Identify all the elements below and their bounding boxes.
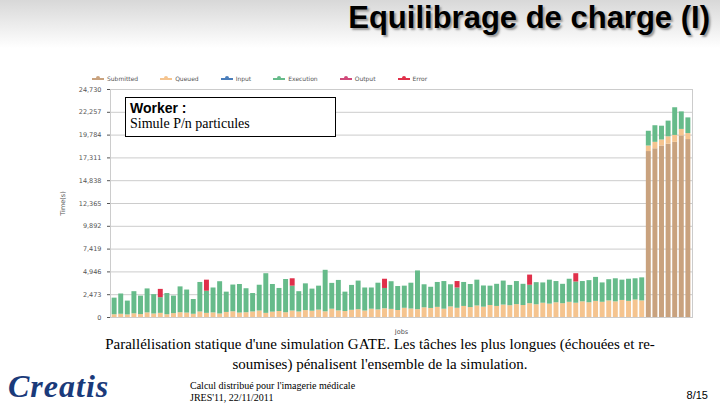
html-text:Parallélisation statique d'une: Parallélisation statique d'une simulatio… <box>105 336 655 372</box>
html-text:Input: Input <box>235 75 252 82</box>
html-text:Simule P/n particules: Simule P/n particules <box>130 116 250 131</box>
html-text:Calcul distribué pour l'imager: Calcul distribué pour l'imagerie médical… <box>190 380 356 391</box>
html-text:Submitted: Submitted <box>107 75 139 82</box>
svg-text:4,946: 4,946 <box>83 268 102 276</box>
svg-text:2,473: 2,473 <box>83 291 102 299</box>
svg-text:17,311: 17,311 <box>79 154 102 162</box>
svg-text:0: 0 <box>97 314 101 322</box>
html-text:Worker :: Worker : <box>130 100 187 116</box>
svg-text:19,784: 19,784 <box>79 131 102 139</box>
html-text:Error: Error <box>412 75 428 82</box>
svg-text:7,419: 7,419 <box>83 245 102 253</box>
html-text:Output: Output <box>354 75 376 82</box>
html-text:Creatis: Creatis <box>8 368 110 404</box>
svg-text:Jobs: Jobs <box>394 328 409 336</box>
svg-text:12,365: 12,365 <box>79 200 102 208</box>
svg-text:14,838: 14,838 <box>79 177 102 185</box>
svg-text:9,892: 9,892 <box>83 222 102 230</box>
html-text:Equilibrage de charge (I): Equilibrage de charge (I) <box>348 0 710 35</box>
html-text:Queued: Queued <box>175 75 199 82</box>
svg-text:24,730: 24,730 <box>79 86 102 94</box>
svg-text:Time(s): Time(s) <box>59 191 67 216</box>
html-text:8/15: 8/15 <box>686 389 708 401</box>
svg-text:22,257: 22,257 <box>79 108 102 116</box>
html-text:Execution: Execution <box>288 75 318 82</box>
html-text:JRES'11, 22/11/2011: JRES'11, 22/11/2011 <box>190 392 274 403</box>
